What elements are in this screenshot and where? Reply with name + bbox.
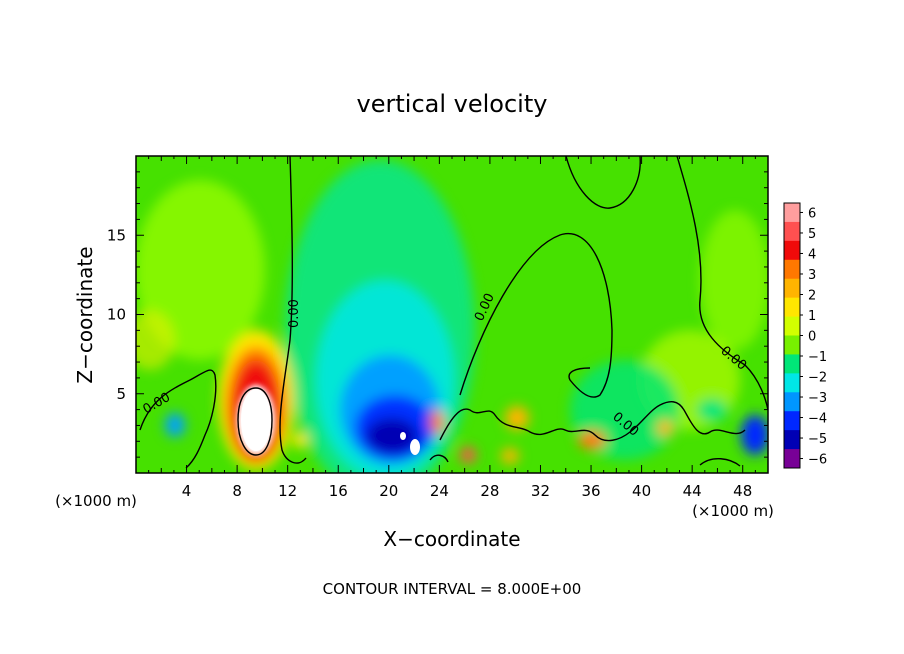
patch-h bbox=[696, 398, 728, 422]
contour-bottom-small-a bbox=[429, 454, 449, 463]
contour-interval-note: CONTOUR INTERVAL = 8.000E+00 bbox=[323, 580, 582, 598]
chart-title: vertical velocity bbox=[357, 90, 548, 118]
colorbar: 6 5 4 3 2 1 0 −1 −2 −3 −4 −5 −6 bbox=[783, 202, 827, 469]
x-tick-label: 20 bbox=[379, 482, 398, 500]
colorbar-swatch bbox=[784, 203, 800, 223]
contour-zero-mid bbox=[459, 232, 613, 398]
x-tick-label: 24 bbox=[430, 482, 449, 500]
colorbar-label: 2 bbox=[808, 288, 816, 303]
colorbar-label: −6 bbox=[808, 453, 827, 468]
colorbar-label: 4 bbox=[808, 247, 816, 262]
y-tick-label: 10 bbox=[107, 306, 126, 324]
contour-label: 0.00 bbox=[287, 299, 302, 328]
contour-zero-left bbox=[279, 156, 307, 464]
colorbar-swatch bbox=[784, 449, 800, 469]
colorbar-swatch bbox=[784, 411, 800, 431]
colorbar-label: −4 bbox=[808, 412, 827, 427]
colorbar-label: −1 bbox=[808, 350, 827, 365]
colorbar-label: 0 bbox=[808, 330, 816, 345]
x-unit-right: (×1000 m) bbox=[692, 502, 774, 520]
contour-lines bbox=[139, 156, 768, 469]
contour-bottom-small-b bbox=[699, 458, 741, 467]
x-axis: 4 8 12 16 20 24 28 32 36 40 44 48 bbox=[148, 156, 756, 500]
x-tick-label: 12 bbox=[278, 482, 297, 500]
patch-d bbox=[578, 431, 606, 449]
x-tick-label: 16 bbox=[329, 482, 348, 500]
colorbar-swatch bbox=[784, 221, 800, 242]
contour-bottom-band bbox=[439, 401, 746, 442]
contour-zero-right bbox=[676, 156, 768, 411]
x-tick-label: 48 bbox=[733, 482, 752, 500]
x-tick-label: 40 bbox=[632, 482, 651, 500]
field-right-light bbox=[700, 210, 768, 350]
contour-updraft-core bbox=[237, 387, 273, 456]
field-left-yellow bbox=[136, 310, 175, 370]
x-tick-label: 36 bbox=[581, 482, 600, 500]
x-tick-label: 28 bbox=[480, 482, 499, 500]
patch-g bbox=[292, 432, 308, 448]
field-upper-left bbox=[136, 180, 265, 360]
updraft-core-solid bbox=[241, 389, 271, 451]
colorbar-swatch bbox=[784, 335, 800, 355]
contour-zero-left-bump bbox=[139, 369, 217, 469]
colorbar-swatch bbox=[784, 278, 800, 299]
downdraft-updraft-core bbox=[410, 439, 420, 455]
patch-f bbox=[657, 420, 673, 436]
patch-c bbox=[505, 406, 529, 430]
colorbar-swatch bbox=[784, 354, 800, 374]
colorbar-label: −5 bbox=[808, 432, 827, 447]
x-tick-label: 4 bbox=[182, 482, 192, 500]
patch-b bbox=[460, 447, 476, 463]
colorbar-swatch bbox=[784, 373, 800, 393]
x-tick-label: 32 bbox=[531, 482, 550, 500]
x-tick-label: 44 bbox=[683, 482, 702, 500]
colorbar-label: −2 bbox=[808, 371, 827, 386]
colorbar-swatch bbox=[784, 259, 800, 280]
colorbar-label: 1 bbox=[808, 309, 816, 324]
colorbar-label: 3 bbox=[808, 268, 816, 283]
field-left-blue bbox=[165, 413, 185, 437]
y-axis: 5 10 15 bbox=[107, 171, 768, 458]
field-darkblue bbox=[366, 418, 418, 454]
x-unit-left: (×1000 m) bbox=[55, 492, 137, 510]
colorbar-label: −3 bbox=[808, 391, 827, 406]
x-tick-label: 8 bbox=[232, 482, 242, 500]
y-tick-label: 15 bbox=[107, 226, 126, 244]
x-axis-title: X−coordinate bbox=[383, 527, 520, 551]
colorbar-swatch bbox=[784, 297, 800, 318]
patch-e bbox=[501, 448, 519, 464]
contour-zero-top-right bbox=[565, 156, 641, 209]
colorbar-swatch bbox=[784, 316, 800, 336]
small-core bbox=[400, 432, 406, 440]
colorbar-swatch bbox=[784, 392, 800, 412]
field-right-blue bbox=[741, 415, 768, 455]
colorbar-label: 5 bbox=[808, 227, 816, 242]
y-tick-label: 5 bbox=[116, 385, 126, 403]
y-axis-title: Z−coordinate bbox=[73, 246, 97, 383]
colorbar-swatch bbox=[784, 240, 800, 261]
patch-a bbox=[430, 410, 444, 434]
plot-area: 0.00 0.00 0.00 0.00 0.00 bbox=[136, 156, 768, 473]
colorbar-swatch bbox=[784, 430, 800, 450]
colorbar-label: 6 bbox=[808, 206, 816, 221]
velocity-field-shading bbox=[136, 160, 768, 473]
